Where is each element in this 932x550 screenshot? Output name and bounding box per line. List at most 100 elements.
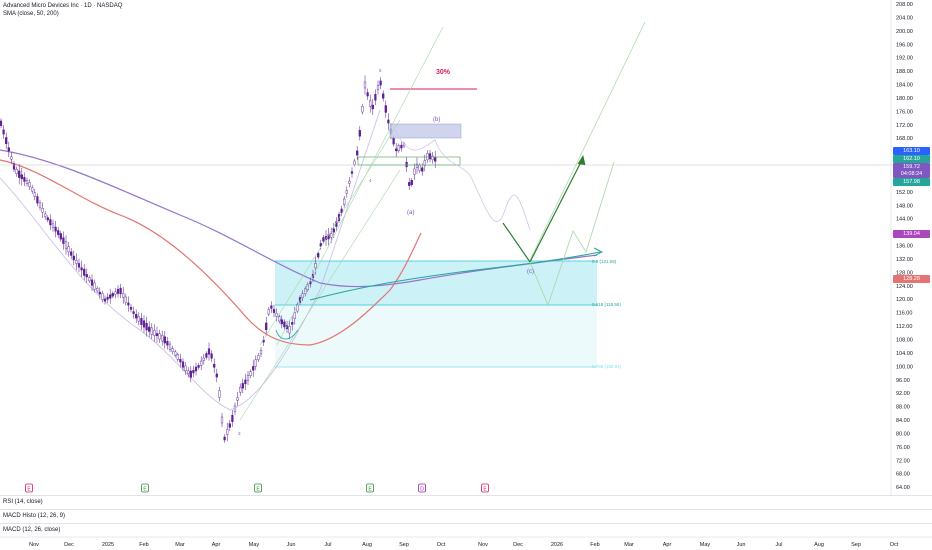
price-axis-label: 152.00 [896,190,913,196]
price-axis-label: 104.00 [896,351,913,357]
sma-50-line [0,159,422,346]
time-axis-label: Sep [851,542,861,548]
svg-text:E: E [256,487,260,493]
impulse-arrowhead [577,154,586,166]
price-axis-label: 132.00 [896,257,913,263]
price-axis-label: 148.00 [896,203,913,209]
wave-b-zone [389,123,462,139]
symbol-title[interactable]: Advanced Micro Devices Inc · 1D · NASDAQ [3,3,123,9]
price-axis-label: 116.00 [896,311,912,317]
price-axis-label: 68.00 [896,472,910,478]
ghost-path [394,129,531,231]
indicator-label[interactable]: SMA (close, 50, 200) [3,11,59,17]
time-axis-label: Nov [478,542,488,548]
rsi-pane[interactable]: RSI (14, close) [0,495,932,509]
price-axis-label: 108.00 [896,338,913,344]
channel-lower [259,119,401,346]
impulse-path [502,157,584,264]
wave-4-label: 4 [369,178,372,183]
price-tag: 04:08:24 [893,170,930,178]
macd-label: MACD (12, 26, close) [3,527,61,533]
price-axis-label: 136.00 [896,244,913,250]
price-axis: 208.00 204.00 200.00 196.00 192.00 188.00 184.… [896,2,913,491]
macd-pane[interactable]: MACD (12, 26, close) [0,523,932,537]
wave-b-label: (b) [433,117,440,123]
earnings-marker[interactable]: D [418,483,426,493]
price-axis-label: 124.00 [896,284,913,290]
price-axis-label: 196.00 [896,42,913,48]
price-axis-label: 172.00 [896,123,913,129]
earnings-marker[interactable]: E [481,483,489,493]
time-axis-label: Feb [590,542,599,548]
price-axis-label: 72.00 [896,458,910,464]
earnings-marker[interactable]: E [25,483,33,493]
price-axis-label: 88.00 [896,405,910,411]
time-axis-label: Aug [814,542,824,548]
price-axis-label: 64.00 [896,485,910,491]
fib-label-0786: 0.786 (100.91) [592,364,622,369]
wave-a-label: (a) [407,210,414,216]
wave-5-label: 5 [379,68,382,73]
price-axis-label: 208.00 [896,2,913,8]
svg-text:E: E [483,487,487,493]
channel-upper [276,26,444,346]
svg-text:E: E [27,487,31,493]
green-zone [357,156,461,166]
price-axis-label: 144.00 [896,217,913,223]
price-axis-label: 168.00 [896,136,913,142]
time-axis-label: Mar [175,542,185,548]
curve-bottom [275,329,299,340]
projection-path [529,161,615,307]
price-axis-label: 76.00 [896,445,910,451]
macd-histo-pane[interactable]: MACD Histo (12, 26, 9) [0,509,932,523]
macd-histo-label: MACD Histo (12, 26, 9) [3,513,66,519]
price-axis-label: 120.00 [896,297,913,303]
time-axis-label: Oct [437,542,446,548]
time-axis-label: Oct [890,542,899,548]
time-axis-label: Jul [324,542,331,548]
time-axis-label: Jun [737,542,746,548]
price-axis-label: 96.00 [896,378,910,384]
price-tag: 162.10 [893,155,930,163]
time-axis-label: 2026 [551,542,563,548]
long-target-line [529,21,646,261]
fib-retracement[interactable]: 0.5 (131.59) 0.618 (118.58) 0.786 (100.9… [275,259,622,369]
sma-200-line [0,149,598,288]
price-axis-label: 204.00 [896,15,913,21]
price-tag: 157.98 [893,178,930,186]
earnings-marker[interactable]: E [366,483,374,493]
channel-base [239,169,401,421]
moving-averages [0,109,598,411]
price-axis-label: 200.00 [896,29,913,35]
time-axis-label: Dec [513,542,523,548]
drawings[interactable]: 30% (b) (a) (c) 5 4 3 [0,21,932,436]
time-axis-label: 2025 [102,542,114,548]
price-axis-label: 192.00 [896,56,913,62]
time-axis-label: May [700,542,711,548]
price-axis-label: 180.00 [896,96,913,102]
time-axis-label: Jul [775,542,782,548]
price-tag: 128.28 [893,275,930,283]
pct-label: 30% [436,69,451,76]
earnings-marker[interactable]: E [254,483,262,493]
time-axis-label: Nov [29,542,39,548]
time-axis-label: Mar [624,542,634,548]
price-axis-label: 100.00 [896,364,913,370]
fib-label-0618: 0.618 (118.58) [592,302,621,307]
price-tag: 159.72 [893,163,930,171]
price-axis-label: 128.00 [896,270,913,276]
svg-text:E: E [143,487,147,493]
sma-fast-line [0,109,381,411]
earnings-marker[interactable]: E [141,483,149,493]
time-axis-label: Dec [64,542,74,548]
fib-label-05: 0.5 (131.59) [592,259,617,264]
price-tag: 163.10 [893,147,930,155]
time-axis-label: Apr [663,542,672,548]
time-axis-label: May [249,542,260,548]
price-tag: 139.04 [893,230,930,238]
candlesticks [0,75,437,443]
time-axis: Nov Dec 2025 Feb Mar Apr May Jun Jul Aug Sep Oct Nov… [29,542,899,548]
time-axis-label: Sep [399,542,409,548]
